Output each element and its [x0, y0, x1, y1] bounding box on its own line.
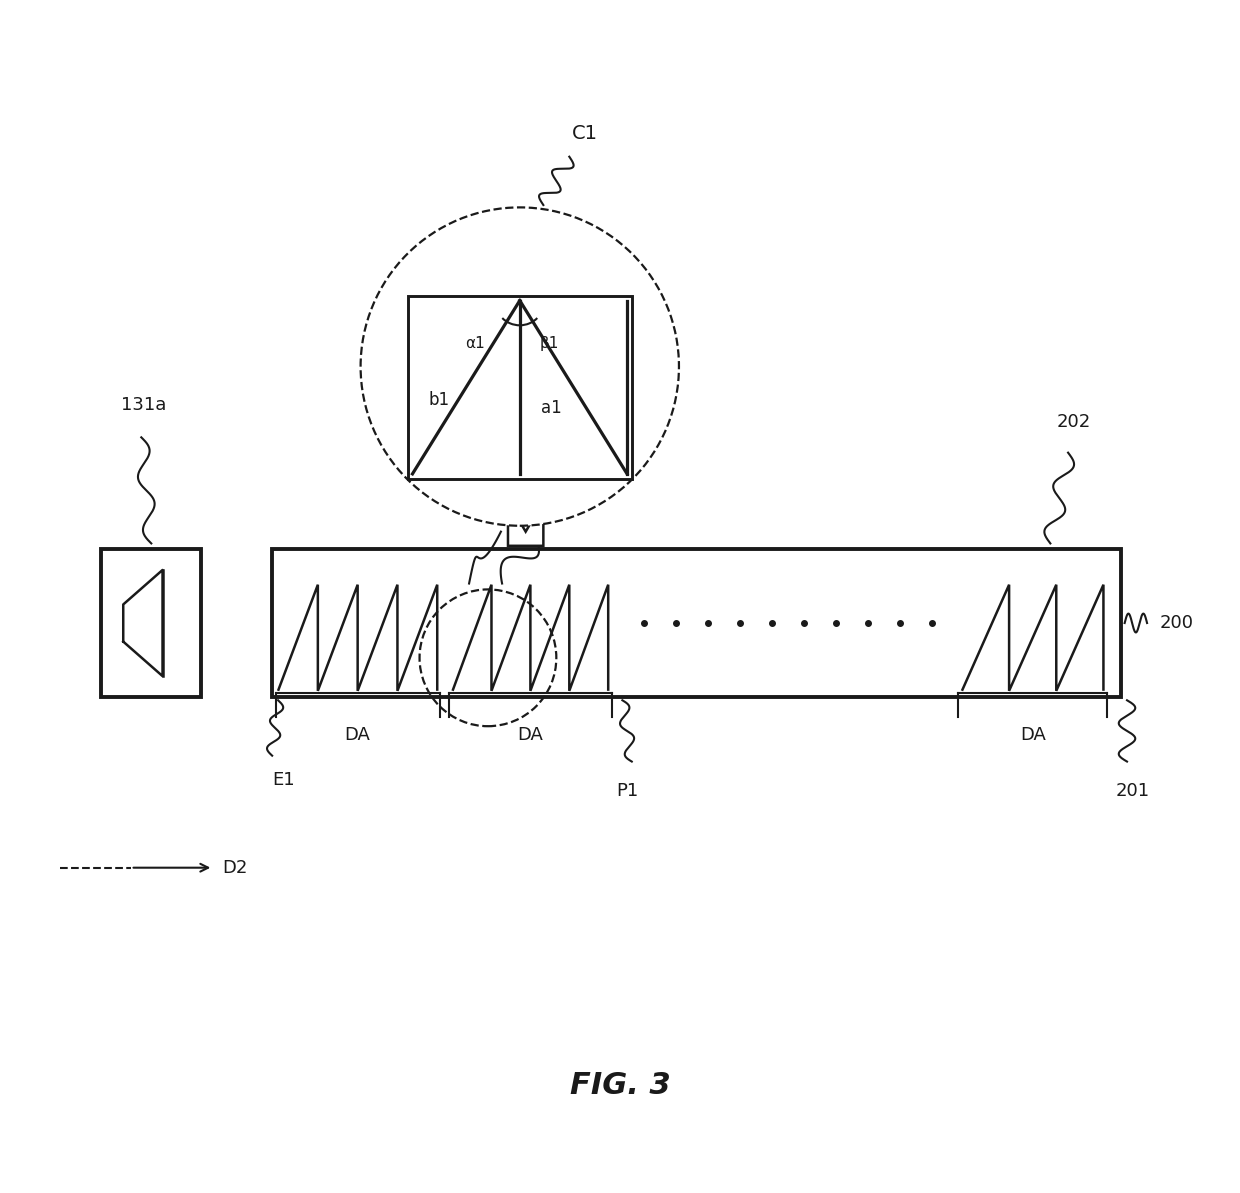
Bar [272, 549, 1121, 697]
Polygon shape [487, 466, 563, 546]
Text: 202: 202 [1056, 414, 1090, 432]
Text: 201: 201 [1115, 781, 1149, 799]
Text: E1: E1 [272, 771, 295, 789]
Text: P1: P1 [616, 781, 639, 799]
Text: DA: DA [345, 727, 371, 744]
Text: D2: D2 [223, 859, 248, 877]
Text: 200: 200 [1161, 614, 1194, 632]
Text: α1: α1 [465, 336, 485, 351]
Text: DA: DA [517, 727, 543, 744]
Text: C1: C1 [572, 124, 598, 142]
Bar [102, 549, 201, 697]
Text: β1: β1 [539, 336, 559, 351]
Text: DA: DA [1019, 727, 1045, 744]
Circle shape [361, 208, 680, 526]
Text: a1: a1 [541, 400, 562, 418]
Text: 131a: 131a [122, 396, 166, 414]
Text: FIG. 3: FIG. 3 [569, 1071, 671, 1100]
Text: b1: b1 [429, 390, 450, 408]
Bar [408, 296, 632, 478]
